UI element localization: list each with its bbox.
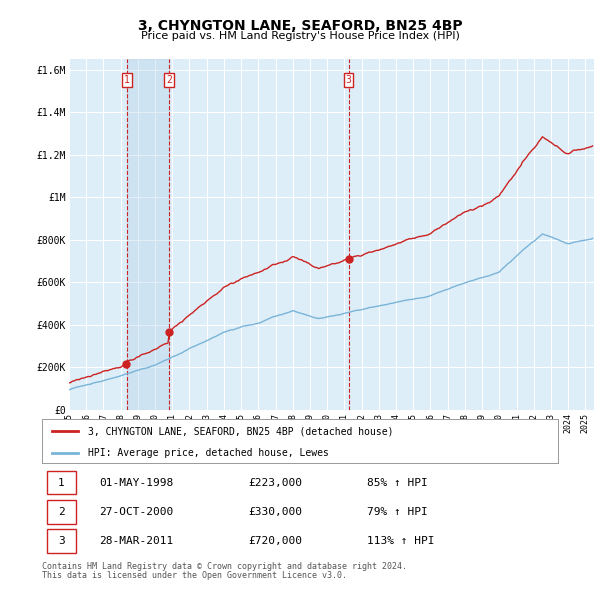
Text: 3: 3: [58, 536, 65, 546]
Text: 79% ↑ HPI: 79% ↑ HPI: [367, 507, 428, 517]
Text: 1: 1: [58, 477, 65, 487]
Text: 3: 3: [346, 76, 352, 86]
Text: Price paid vs. HM Land Registry's House Price Index (HPI): Price paid vs. HM Land Registry's House …: [140, 31, 460, 41]
Text: 27-OCT-2000: 27-OCT-2000: [99, 507, 173, 517]
Text: £720,000: £720,000: [248, 536, 302, 546]
Text: 2: 2: [166, 76, 172, 86]
Text: Contains HM Land Registry data © Crown copyright and database right 2024.: Contains HM Land Registry data © Crown c…: [42, 562, 407, 571]
Text: 3, CHYNGTON LANE, SEAFORD, BN25 4BP (detached house): 3, CHYNGTON LANE, SEAFORD, BN25 4BP (det…: [88, 427, 394, 436]
Bar: [47, 471, 76, 494]
Text: 2: 2: [58, 507, 65, 517]
Text: 1: 1: [124, 76, 130, 86]
Text: 85% ↑ HPI: 85% ↑ HPI: [367, 477, 428, 487]
Bar: [47, 500, 76, 524]
Text: 113% ↑ HPI: 113% ↑ HPI: [367, 536, 434, 546]
Text: HPI: Average price, detached house, Lewes: HPI: Average price, detached house, Lewe…: [88, 448, 329, 458]
Text: This data is licensed under the Open Government Licence v3.0.: This data is licensed under the Open Gov…: [42, 571, 347, 580]
Text: 01-MAY-1998: 01-MAY-1998: [99, 477, 173, 487]
Bar: [47, 529, 76, 553]
Bar: [127, 59, 169, 410]
Text: 3, CHYNGTON LANE, SEAFORD, BN25 4BP: 3, CHYNGTON LANE, SEAFORD, BN25 4BP: [137, 19, 463, 33]
Text: £330,000: £330,000: [248, 507, 302, 517]
Text: £223,000: £223,000: [248, 477, 302, 487]
Text: 28-MAR-2011: 28-MAR-2011: [99, 536, 173, 546]
